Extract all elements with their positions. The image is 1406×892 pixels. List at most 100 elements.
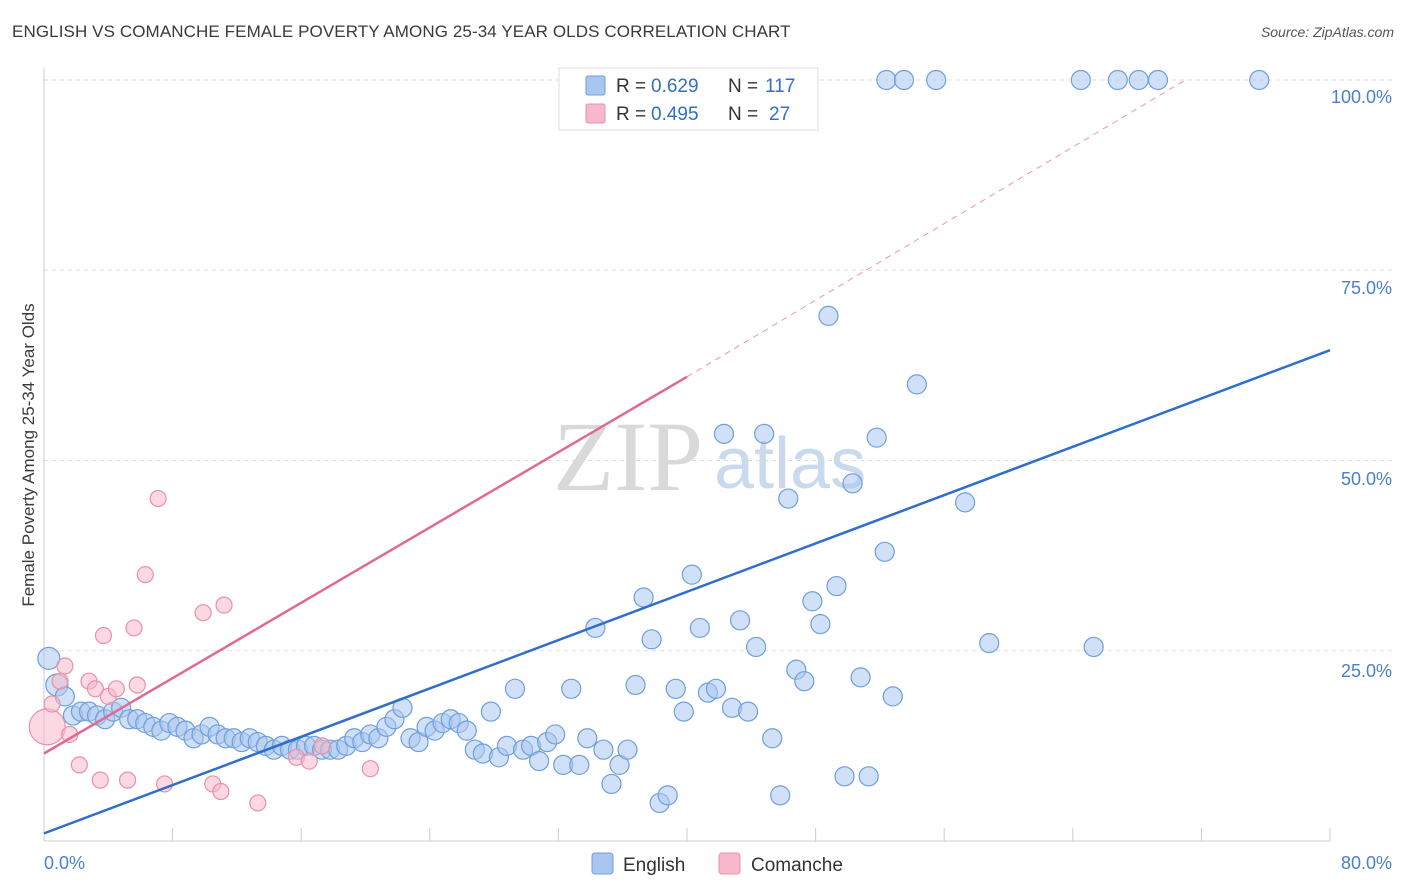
english-point-90 (762, 728, 783, 749)
english-point-70 (601, 773, 622, 795)
english-point-113 (1070, 69, 1091, 91)
english-point-79 (673, 701, 694, 722)
english-point-92 (778, 488, 799, 509)
watermark: ZIP atlas (553, 401, 866, 512)
comanche-point-7 (86, 680, 105, 698)
source-credit: Source: ZipAtlas.com (1260, 24, 1394, 40)
comanche-point-3 (56, 657, 74, 675)
gridlines (44, 79, 1394, 652)
y-tick-50: 50.0% (1341, 469, 1392, 489)
english-point-103 (866, 427, 887, 448)
legend-r-label-comanche: R = (616, 104, 646, 125)
english-point-111 (893, 69, 915, 91)
english-point-104 (874, 541, 895, 562)
english-point-63 (545, 724, 566, 745)
comanche-trend-line (43, 375, 688, 755)
english-point-73 (625, 674, 646, 696)
english-trend-line (43, 348, 1331, 835)
comanche-point-12 (118, 771, 137, 789)
series-legend: English Comanche (591, 852, 843, 876)
english-point-110 (876, 69, 897, 91)
comanche-point-26 (361, 760, 379, 778)
x-tick-min: 0.0% (44, 853, 85, 873)
bottom-legend-english: English (623, 855, 685, 876)
comanche-point-9 (94, 626, 113, 645)
english-point-52 (456, 720, 477, 741)
comanche-point-21 (215, 596, 233, 614)
comanche-point-15 (136, 566, 154, 584)
english-point-61 (529, 750, 550, 772)
english-point-78 (665, 678, 686, 699)
y-tick-100: 100.0% (1331, 87, 1392, 107)
english-point-108 (979, 633, 1000, 654)
english-point-83 (705, 678, 727, 699)
comanche-point-0 (28, 708, 66, 746)
comanche-point-1 (43, 695, 61, 713)
english-point-116 (1147, 69, 1169, 91)
comanche-point-14 (128, 676, 146, 694)
legend-n-value-comanche: 27 (769, 104, 790, 125)
english-point-81 (689, 617, 710, 639)
english-point-98 (826, 575, 847, 597)
english-point-84 (713, 423, 735, 444)
english-point-107 (954, 492, 976, 513)
legend-swatch-comanche (585, 103, 606, 124)
comanche-point-22 (249, 794, 267, 812)
english-point-88 (746, 636, 767, 658)
english-point-77 (657, 785, 678, 806)
legend-r-value-comanche: 0.495 (651, 104, 699, 125)
legend-n-label-comanche: N = (728, 104, 758, 125)
english-point-65 (561, 678, 582, 699)
trend-lines (43, 79, 1331, 835)
english-point-101 (850, 667, 871, 688)
english-point-109 (1083, 636, 1104, 658)
legend-n-label-english: N = (728, 76, 758, 97)
english-point-0 (37, 646, 61, 670)
chart-title: ENGLISH VS COMANCHE FEMALE POVERTY AMONG… (12, 22, 791, 41)
english-point-74 (633, 587, 654, 608)
english-point-69 (593, 739, 614, 760)
english-point-117 (1249, 69, 1270, 91)
english-point-87 (737, 701, 759, 722)
comanche-trend-extension (686, 79, 1186, 378)
english-point-114 (1107, 69, 1128, 91)
comanche-point-16 (149, 489, 167, 508)
english-point-100 (842, 473, 863, 494)
english-point-95 (802, 591, 823, 612)
comanche-point-8 (91, 771, 109, 789)
english-point-112 (926, 69, 947, 91)
y-axis-label: Female Poverty Among 25-34 Year Olds (19, 303, 38, 606)
comanche-point-5 (70, 756, 88, 774)
english-point-67 (577, 728, 598, 749)
comanche-point-20 (212, 782, 230, 801)
legend-r-label-english: R = (616, 76, 646, 97)
english-point-96 (810, 614, 831, 635)
data-points (28, 69, 1270, 814)
english-point-66 (569, 754, 590, 776)
legend-swatch-english (585, 75, 606, 96)
english-point-89 (754, 423, 775, 444)
comanche-point-18 (194, 604, 212, 622)
x-tick-max: 80.0% (1341, 853, 1392, 873)
english-point-91 (770, 785, 791, 806)
english-point-105 (882, 686, 903, 707)
correlation-legend: R = 0.629 N = 117 R = 0.495 N = 27 (558, 67, 819, 131)
watermark-zip: ZIP (553, 401, 703, 512)
comanche-point-24 (300, 752, 318, 770)
english-point-72 (617, 739, 638, 760)
bottom-legend-comanche: Comanche (751, 855, 843, 876)
legend-n-value-english: 117 (765, 76, 795, 97)
english-point-94 (794, 671, 815, 692)
english-point-55 (480, 701, 501, 722)
legend-r-value-english: 0.629 (651, 76, 699, 97)
english-point-99 (834, 766, 855, 787)
y-tick-25: 25.0% (1341, 661, 1392, 681)
x-ticks (172, 828, 1331, 841)
bottom-legend-swatch-comanche (718, 852, 741, 875)
english-point-102 (858, 766, 879, 787)
english-point-80 (681, 564, 702, 585)
english-point-97 (818, 305, 839, 327)
english-point-75 (641, 629, 662, 650)
comanche-point-13 (125, 619, 143, 637)
